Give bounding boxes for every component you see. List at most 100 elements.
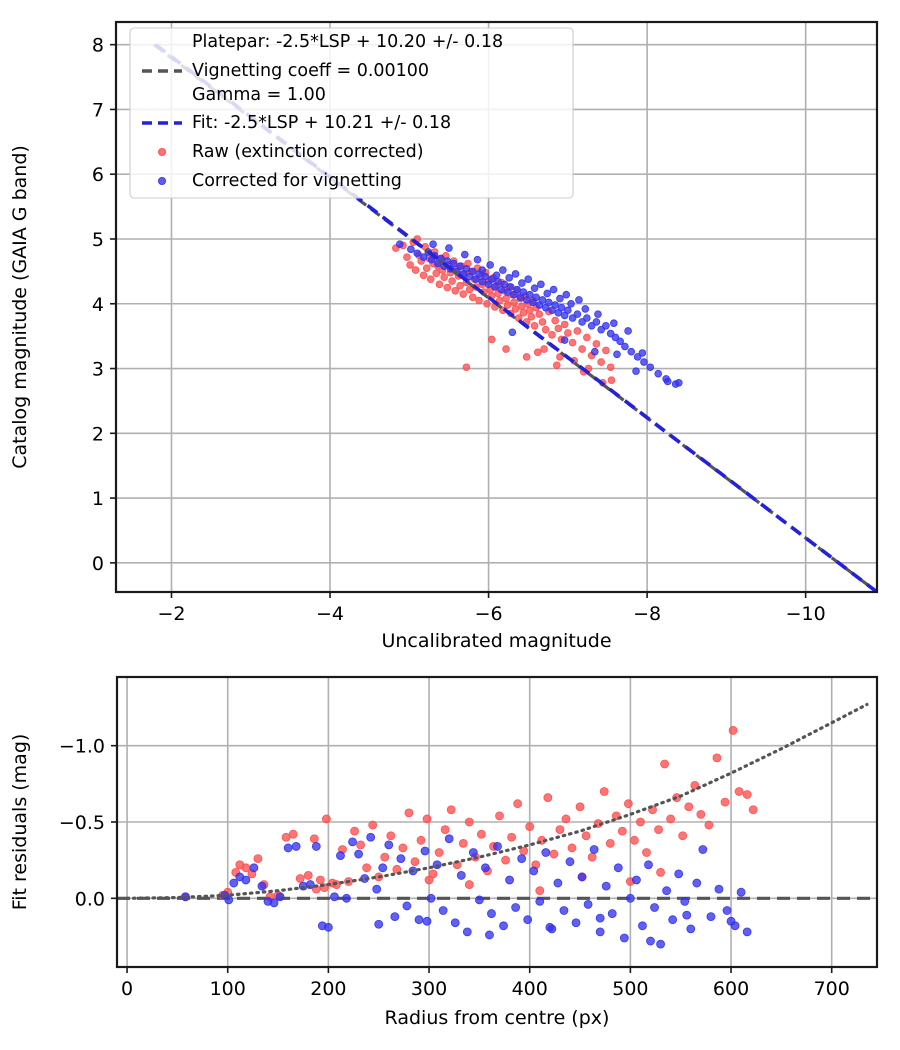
x-axis-label: Uncalibrated magnitude [381,630,611,652]
data-point [675,378,683,387]
y-tick-label: 8 [92,35,104,57]
data-point [545,922,555,932]
data-point [519,288,528,296]
data-point [241,863,251,873]
legend-item[interactable]: Platepar: -2.5*LSP + 10.20 +/- 0.18 [192,32,503,52]
legend-item[interactable]: Corrected for vignetting [157,171,402,191]
data-point [543,793,553,802]
data-point [595,913,605,923]
data-point [535,886,545,896]
data-point [511,270,520,278]
data-point [426,275,435,283]
data-point [410,857,420,867]
data-point [499,266,507,274]
data-point [500,280,509,289]
data-point [538,318,547,326]
data-point [487,909,496,918]
y-tick-label: −0.5 [59,812,105,834]
data-point [229,878,239,888]
data-point [535,896,545,906]
data-point [632,875,641,885]
data-point [549,285,558,294]
data-point [508,328,517,337]
data-point [459,290,468,298]
legend-item[interactable]: Fit: -2.5*LSP + 10.21 +/- 0.18 [142,113,451,133]
data-point [616,337,624,346]
data-point [402,901,412,911]
data-point [386,831,396,841]
x-tick-label: 100 [210,978,246,1000]
data-point [595,927,605,937]
data-point [540,345,548,353]
data-point [678,831,688,841]
data-point [592,340,601,348]
data-point [599,787,609,796]
data-point [642,848,651,857]
legend-item[interactable]: Gamma = 1.00 [192,85,326,105]
data-point [610,319,618,327]
data-point [444,834,454,844]
data-point [380,852,390,862]
data-point [562,290,571,299]
legend-label: Corrected for vignetting [192,171,402,191]
data-point [392,864,402,874]
data-point [561,814,571,824]
data-point [559,906,569,915]
data-point [507,832,517,842]
scatter-series [181,832,752,949]
data-point [462,927,472,937]
data-point [474,895,484,905]
data-point [529,866,539,876]
data-point [486,261,494,269]
y-tick-label: 4 [92,294,104,316]
data-point [644,860,653,870]
data-point [288,829,298,839]
data-point [499,921,508,931]
x-tick-label: 600 [713,978,749,1000]
data-point [549,849,559,859]
data-point [506,283,515,291]
data-point [573,327,582,335]
data-point [638,921,647,931]
data-point [485,930,494,940]
data-point [404,808,414,818]
data-point [621,342,629,351]
data-point [413,249,422,258]
data-point [407,245,415,254]
data-point [613,863,623,873]
data-point [396,854,406,864]
x-tick-label: 300 [411,978,447,1000]
data-point [722,906,732,915]
data-point [577,872,587,882]
data-point [502,294,510,303]
data-point [553,878,563,888]
data-point [510,298,518,307]
data-point [505,875,514,885]
data-point [571,918,581,928]
data-point [462,264,471,273]
legend-item[interactable]: Vignetting coeff = 0.00100 [142,61,429,81]
y-tick-label: 3 [92,359,104,381]
data-point [545,298,553,307]
data-point [505,274,513,282]
data-point [565,857,575,867]
data-point [513,799,523,809]
data-point [696,809,706,819]
data-point [557,303,566,312]
data-point [627,347,636,356]
legend[interactable]: Platepar: -2.5*LSP + 10.20 +/- 0.18 Vigne… [129,27,574,199]
data-point [578,345,586,353]
scatter-series [181,726,758,902]
data-point [573,310,582,318]
data-point [511,903,521,912]
data-point [481,272,490,281]
data-point [734,787,744,796]
data-point [607,909,617,918]
data-point [656,867,665,877]
data-point [525,822,535,831]
data-point [583,314,591,322]
legend-item[interactable]: Raw (extinction corrected) [157,142,424,162]
data-point [720,797,730,807]
data-point [372,884,382,894]
data-point [348,837,357,847]
